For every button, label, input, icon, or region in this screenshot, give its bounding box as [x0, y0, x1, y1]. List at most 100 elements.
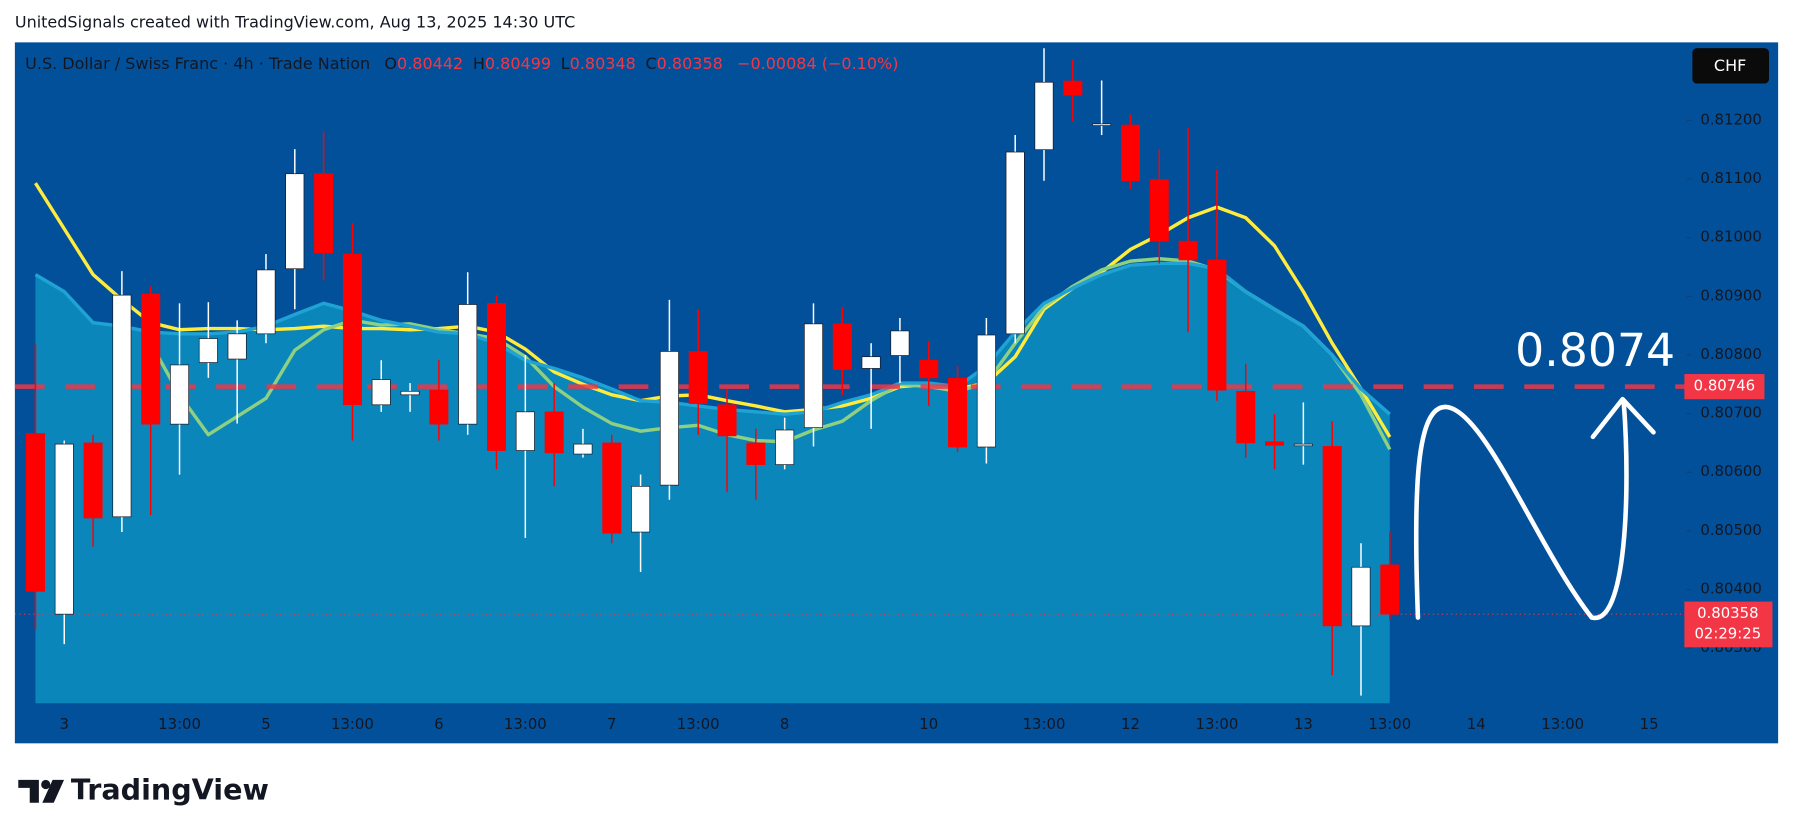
- legend-value: 0.80442: [397, 54, 463, 73]
- y-tick-label: 0.80800: [1700, 345, 1761, 363]
- logo-mark: [18, 779, 39, 803]
- candle-body: [1351, 566, 1371, 627]
- candle-body: [1236, 390, 1256, 444]
- brand-logo: TradingView: [18, 772, 269, 806]
- x-tick-label: 13:00: [677, 715, 720, 733]
- x-tick-label: 12: [1121, 715, 1140, 733]
- candle-body: [861, 356, 881, 369]
- candle-body: [1178, 240, 1198, 261]
- last-price-badge: [1684, 601, 1773, 648]
- plot-area: [14, 48, 1687, 704]
- currency-badge: [1692, 48, 1769, 84]
- candle-body: [1380, 564, 1400, 615]
- candle-body: [1207, 259, 1227, 391]
- y-tick-label: 0.80400: [1700, 580, 1761, 598]
- y-tick-label: 0.81100: [1700, 169, 1761, 187]
- x-tick-label: 13:00: [1195, 715, 1238, 733]
- candle-body: [832, 323, 852, 370]
- drawn-path: [1413, 400, 1629, 620]
- x-tick-label: 13:00: [158, 715, 201, 733]
- attribution: UnitedSignals created with TradingView.c…: [15, 12, 575, 31]
- candle-body: [631, 485, 651, 533]
- candle-body: [1265, 441, 1285, 446]
- candle-body: [688, 351, 708, 404]
- candle-body: [429, 389, 449, 425]
- candle-body: [256, 269, 276, 335]
- x-tick-label: 10: [919, 715, 938, 733]
- y-tick-label: 0.81000: [1700, 228, 1761, 246]
- logo-mark: [41, 779, 51, 790]
- candle-body: [573, 443, 593, 455]
- candle-body: [1092, 123, 1112, 126]
- logo-mark: [42, 779, 65, 803]
- countdown: 02:29:25: [1694, 625, 1761, 643]
- x-tick-label: 13:00: [1368, 715, 1411, 733]
- x-tick-label: 14: [1467, 715, 1486, 733]
- target-price-label: 0.80746: [1694, 377, 1755, 395]
- x-tick-label: 8: [780, 715, 789, 733]
- candle-body: [371, 379, 391, 406]
- candle-body: [717, 404, 737, 437]
- candle-body: [515, 411, 535, 451]
- candle-body: [1293, 443, 1313, 447]
- candle-body: [890, 330, 910, 356]
- y-tick-label: 0.80600: [1700, 462, 1761, 480]
- x-tick-label: 13:00: [504, 715, 547, 733]
- legend-letter: L: [561, 54, 570, 73]
- legend-value: 0.80348: [570, 54, 636, 73]
- candle-body: [1120, 124, 1140, 182]
- x-tick-label: 3: [60, 715, 69, 733]
- x-tick-label: 13:00: [331, 715, 374, 733]
- legend-value: 0.80358: [657, 54, 723, 73]
- legend: U.S. Dollar / Swiss Franc · 4h · Trade N…: [25, 54, 898, 73]
- legend-letter: C: [645, 54, 656, 73]
- candle-body: [342, 253, 362, 406]
- y-tick-label: 0.80700: [1700, 404, 1761, 422]
- candle-body: [775, 429, 795, 465]
- candle-body: [487, 302, 506, 451]
- candle-body: [1034, 81, 1054, 151]
- candle-body: [919, 359, 939, 379]
- target-price-badge: [1684, 374, 1765, 400]
- candle-body: [141, 293, 161, 425]
- candle-body: [1322, 446, 1342, 627]
- candle-body: [746, 442, 766, 465]
- drawn-arrowhead: [1590, 396, 1656, 440]
- candle-body: [170, 364, 190, 425]
- candle-body: [544, 411, 564, 454]
- legend-letter: O: [384, 54, 397, 73]
- candle-body: [976, 334, 996, 448]
- candle-body: [198, 338, 218, 363]
- candle-body: [314, 173, 334, 254]
- candle-body: [803, 323, 823, 429]
- x-tick-label: 5: [261, 715, 270, 733]
- candle-body: [1063, 80, 1083, 96]
- candle-body: [285, 173, 305, 270]
- candle-body: [227, 333, 247, 360]
- y-tick-label: 0.80500: [1700, 521, 1761, 539]
- target-annotation: 0.8074: [1515, 324, 1675, 377]
- x-tick-label: 7: [607, 715, 616, 733]
- candle-body: [948, 378, 968, 448]
- x-tick-label: 15: [1640, 715, 1659, 733]
- x-tick-label: 6: [434, 715, 443, 733]
- candle-body: [1005, 151, 1025, 335]
- legend-value: 0.80499: [485, 54, 551, 73]
- legend-letter: H: [473, 54, 485, 73]
- x-tick-label: 13:00: [1541, 715, 1584, 733]
- ma-area: [35, 263, 1390, 704]
- y-tick-label: 0.81200: [1700, 110, 1761, 128]
- candle-body: [602, 442, 622, 534]
- x-tick-label: 13:00: [1023, 715, 1066, 733]
- last-price-label: 0.80358: [1697, 604, 1758, 622]
- legend-change: −0.00084 (−0.10%): [737, 54, 898, 73]
- x-tick-label: 13: [1294, 715, 1313, 733]
- symbol: U.S. Dollar / Swiss Franc · 4h · Trade N…: [25, 54, 370, 73]
- candle-body: [1149, 179, 1169, 242]
- currency-label: CHF: [1714, 56, 1746, 75]
- candle-body: [458, 304, 478, 425]
- candle-body: [112, 294, 132, 518]
- candle-body: [659, 351, 679, 486]
